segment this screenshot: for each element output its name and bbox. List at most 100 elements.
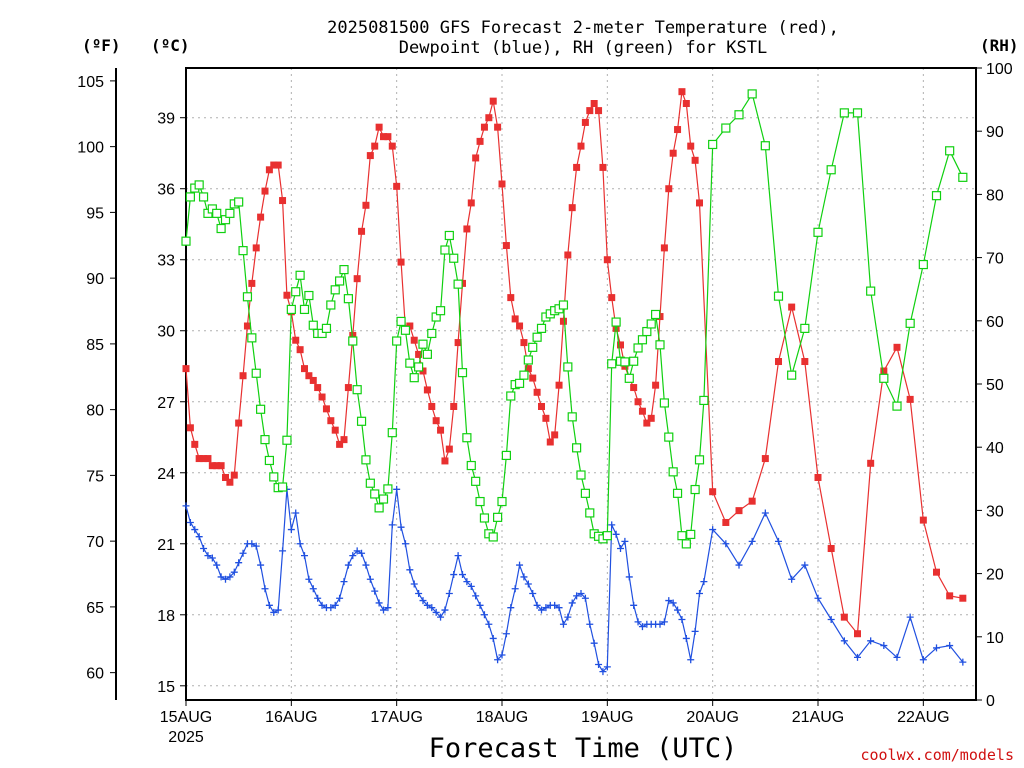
- dewpoint-point: [182, 502, 190, 510]
- temperature-point: [595, 107, 603, 115]
- dewpoint-point: [735, 561, 743, 569]
- temperature-point: [709, 488, 717, 496]
- rh-point: [264, 455, 274, 466]
- fahrenheit-tick-label: 95: [86, 205, 104, 222]
- credit-link[interactable]: coolwx.com/models: [860, 746, 1014, 764]
- temperature-point: [239, 372, 247, 380]
- temperature-point: [243, 322, 251, 330]
- temperature-point: [516, 322, 524, 330]
- celsius-tick-label: 21: [157, 537, 175, 554]
- temperature-point: [722, 518, 730, 526]
- dewpoint-point: [309, 585, 317, 593]
- rh-point: [690, 484, 700, 495]
- dewpoint-point: [318, 601, 326, 609]
- dewpoint-point: [665, 597, 673, 605]
- rh-point: [326, 300, 336, 310]
- rh-point: [225, 208, 235, 218]
- temperature-point: [248, 279, 256, 287]
- rh-point: [585, 508, 595, 518]
- temperature-point: [428, 402, 436, 410]
- rh-point: [839, 108, 849, 118]
- rh-point: [295, 270, 305, 280]
- dewpoint-point: [213, 561, 221, 569]
- rh-point: [528, 342, 538, 352]
- rh-point: [378, 494, 389, 504]
- rh-point: [826, 165, 836, 175]
- temperature-point: [437, 426, 445, 434]
- temperature-point: [274, 161, 282, 169]
- celsius-tick-label: 33: [157, 253, 175, 270]
- temperature-point: [296, 346, 304, 354]
- rh-point: [471, 476, 481, 486]
- rh-point: [308, 320, 318, 330]
- x-tick-label: 16AUG: [265, 709, 317, 726]
- dewpoint-point: [867, 637, 875, 645]
- temperature-point: [393, 182, 401, 190]
- rh-point: [905, 318, 915, 328]
- dewpoint-point: [296, 540, 304, 548]
- rh-point: [506, 391, 516, 401]
- dewpoint-point: [239, 549, 247, 557]
- dewpoint-point: [498, 651, 506, 659]
- temperature-point: [542, 414, 550, 422]
- dewpoint-point: [687, 656, 695, 664]
- dewpoint-point: [371, 587, 379, 595]
- dewpoint-point: [520, 573, 528, 581]
- rh-point: [519, 370, 529, 380]
- rh-point: [238, 246, 248, 256]
- temperature-point: [204, 455, 212, 463]
- dewpoint-point: [301, 552, 308, 560]
- dewpoint-point: [612, 530, 620, 538]
- rh-point: [611, 317, 621, 327]
- temperature-point: [450, 402, 458, 410]
- dewpoint-point: [252, 542, 260, 550]
- rh-point: [286, 304, 296, 315]
- x-tick-label: 18AUG: [476, 709, 528, 726]
- temperature-point: [761, 455, 769, 463]
- temperature-point: [480, 123, 488, 131]
- temperature-point: [559, 317, 567, 325]
- rh-point: [422, 349, 432, 359]
- dewpoint-point: [437, 613, 445, 621]
- rh-point: [567, 412, 577, 422]
- celsius-tick-label: 36: [157, 182, 175, 199]
- rh-point: [918, 259, 928, 270]
- temperature-point: [217, 462, 225, 470]
- temperature-point: [366, 152, 374, 160]
- dewpoint-point: [279, 547, 287, 555]
- temperature-point: [252, 244, 260, 252]
- rh-point: [892, 401, 902, 411]
- fahrenheit-tick-label: 105: [77, 74, 104, 91]
- dewpoint-point: [630, 601, 638, 609]
- temperature-point: [906, 395, 914, 403]
- rh-point: [787, 370, 797, 380]
- rh-point: [414, 362, 424, 372]
- rh-tick-label: 90: [986, 124, 1004, 141]
- temperature-point: [581, 118, 589, 126]
- rh-point: [931, 191, 942, 201]
- dewpoint-point: [274, 606, 282, 614]
- dewpoint-point: [230, 568, 238, 576]
- dewpoint-point: [674, 606, 682, 614]
- rh-point: [558, 300, 569, 310]
- dewpoint-point: [814, 594, 822, 602]
- rh-point: [686, 529, 696, 540]
- dewpoint-point: [775, 537, 782, 545]
- temperature-point: [893, 343, 901, 351]
- dewpoint-point: [559, 620, 567, 628]
- dewpoint-point: [542, 604, 550, 612]
- temperature-point: [682, 100, 690, 108]
- temperature-point: [498, 180, 506, 188]
- dewpoint-point: [362, 561, 370, 569]
- temperature-point: [735, 507, 743, 515]
- rh-point: [181, 236, 191, 246]
- fahrenheit-tick-label: 60: [86, 666, 104, 683]
- dewpoint-point: [305, 575, 313, 583]
- dewpoint-point: [538, 606, 545, 614]
- rh-point: [708, 139, 718, 150]
- dewpoint-point: [603, 663, 611, 671]
- dewpoint-point: [586, 620, 594, 628]
- dewpoint-point: [946, 642, 954, 650]
- dewpoint-point: [634, 618, 642, 626]
- series-dewpoint: [182, 485, 967, 676]
